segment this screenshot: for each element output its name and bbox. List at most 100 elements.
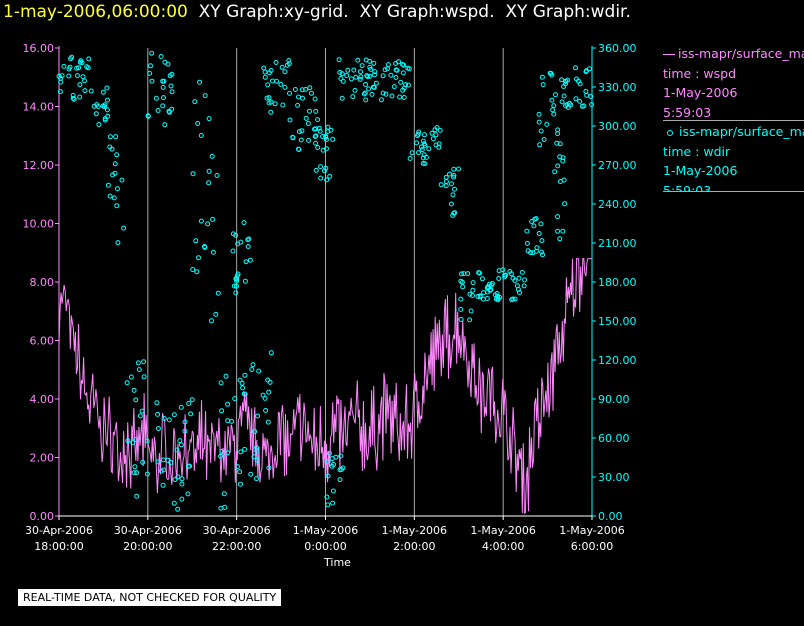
wdir-point (589, 102, 595, 107)
wdir-point (235, 241, 241, 247)
wdir-point (323, 133, 329, 139)
wdir-point (111, 195, 117, 201)
wdir-point (221, 491, 227, 497)
wdir-point (557, 141, 563, 147)
wdir-point (380, 90, 386, 96)
wdir-point (57, 89, 63, 95)
wdir-point (222, 504, 228, 510)
wdir-point (231, 283, 237, 289)
wdir-point (219, 408, 225, 414)
x-tick-label-date: 1-May-2006 (559, 524, 624, 537)
wdir-point (232, 396, 238, 402)
wdir-point (554, 140, 560, 146)
wdir-point (195, 121, 201, 126)
wdir-point (265, 82, 271, 88)
wdir-point (324, 177, 330, 183)
wdir-point (476, 270, 482, 276)
wdir-point (447, 171, 452, 177)
wdir-point (238, 449, 244, 455)
wdir-point (161, 457, 166, 463)
wdir-point (512, 278, 518, 283)
wdir-point (540, 82, 546, 88)
wdir-point (169, 89, 175, 95)
x-tick-label-time: 20:00:00 (123, 540, 172, 553)
legend-divider (663, 120, 804, 121)
wdir-point (155, 459, 161, 465)
wdir-point (82, 88, 88, 94)
wdir-point (436, 141, 442, 147)
wdir-point (198, 133, 204, 138)
wdir-point (420, 155, 426, 161)
wdir-point (315, 117, 321, 123)
right-tick-label: 30.00 (598, 471, 630, 484)
wdir-point (325, 473, 331, 479)
wdir-point (579, 103, 585, 109)
legend-divider (663, 191, 804, 192)
wdir-point (358, 69, 363, 75)
wdir-point (451, 210, 457, 216)
wdir-point (401, 62, 407, 68)
wdir-point (393, 75, 399, 80)
wdir-point (296, 129, 302, 135)
wdir-point (359, 63, 365, 69)
wdir-point (494, 291, 500, 296)
wdir-point (560, 158, 566, 164)
wdir-point (88, 88, 94, 94)
left-tick-label: 4.00 (30, 393, 55, 406)
quality-disclaimer: REAL-TIME DATA, NOT CHECKED FOR QUALITY (18, 589, 282, 606)
wdir-point (112, 161, 118, 167)
wdir-point (147, 70, 153, 76)
wdir-point (241, 220, 247, 226)
wdir-point (234, 276, 240, 282)
wdir-point (573, 96, 579, 102)
wdir-point (96, 122, 102, 127)
legend-wspd-time: 5:59:03 (663, 104, 712, 120)
wdir-point (562, 201, 568, 207)
wdir-point (561, 93, 567, 99)
wdir-point (429, 130, 435, 136)
wdir-point (252, 429, 258, 434)
wdir-point (339, 95, 345, 101)
wdir-point (313, 167, 319, 173)
wdir-point (299, 128, 305, 134)
x-tick-label-date: 30-Apr-2006 (114, 524, 182, 537)
wdir-point (190, 267, 196, 272)
wdir-point (438, 182, 444, 188)
wdir-point (155, 108, 161, 113)
wdir-point (148, 63, 153, 69)
wdir-point (133, 397, 139, 403)
x-tick-label-date: 1-May-2006 (470, 524, 535, 537)
wdir-point (242, 391, 248, 397)
wdir-point (307, 85, 313, 91)
wdir-point (141, 374, 147, 380)
wdir-point (534, 245, 540, 251)
wdir-point (364, 73, 370, 79)
wdir-point (266, 100, 272, 106)
wdir-point (449, 181, 454, 187)
wdir-point (210, 216, 216, 222)
wdir-point (59, 73, 65, 79)
wdir-point (140, 459, 146, 465)
wdir-point (468, 308, 474, 314)
wdir-point (532, 216, 538, 222)
wdir-point (394, 67, 400, 73)
wdir-point (313, 133, 319, 139)
wdir-point (205, 221, 211, 227)
wdir-point (557, 179, 563, 184)
right-tick-label: 360.00 (598, 42, 637, 55)
wdir-point (114, 203, 120, 209)
legend-wdir-source: iss-mapr/surface_mapr (663, 122, 804, 142)
wdir-point (273, 60, 279, 65)
wdir-point (409, 150, 415, 156)
right-tick-label: 240.00 (598, 198, 637, 211)
wdir-point (514, 283, 520, 289)
wdir-point (193, 238, 199, 244)
wdir-point (189, 397, 195, 403)
wdir-point (113, 134, 119, 140)
wdir-point (303, 115, 309, 121)
wdir-point (237, 469, 243, 475)
wdir-point (443, 174, 449, 180)
wdir-point (323, 165, 329, 171)
wdir-point (133, 437, 139, 442)
wdir-point (372, 72, 377, 78)
